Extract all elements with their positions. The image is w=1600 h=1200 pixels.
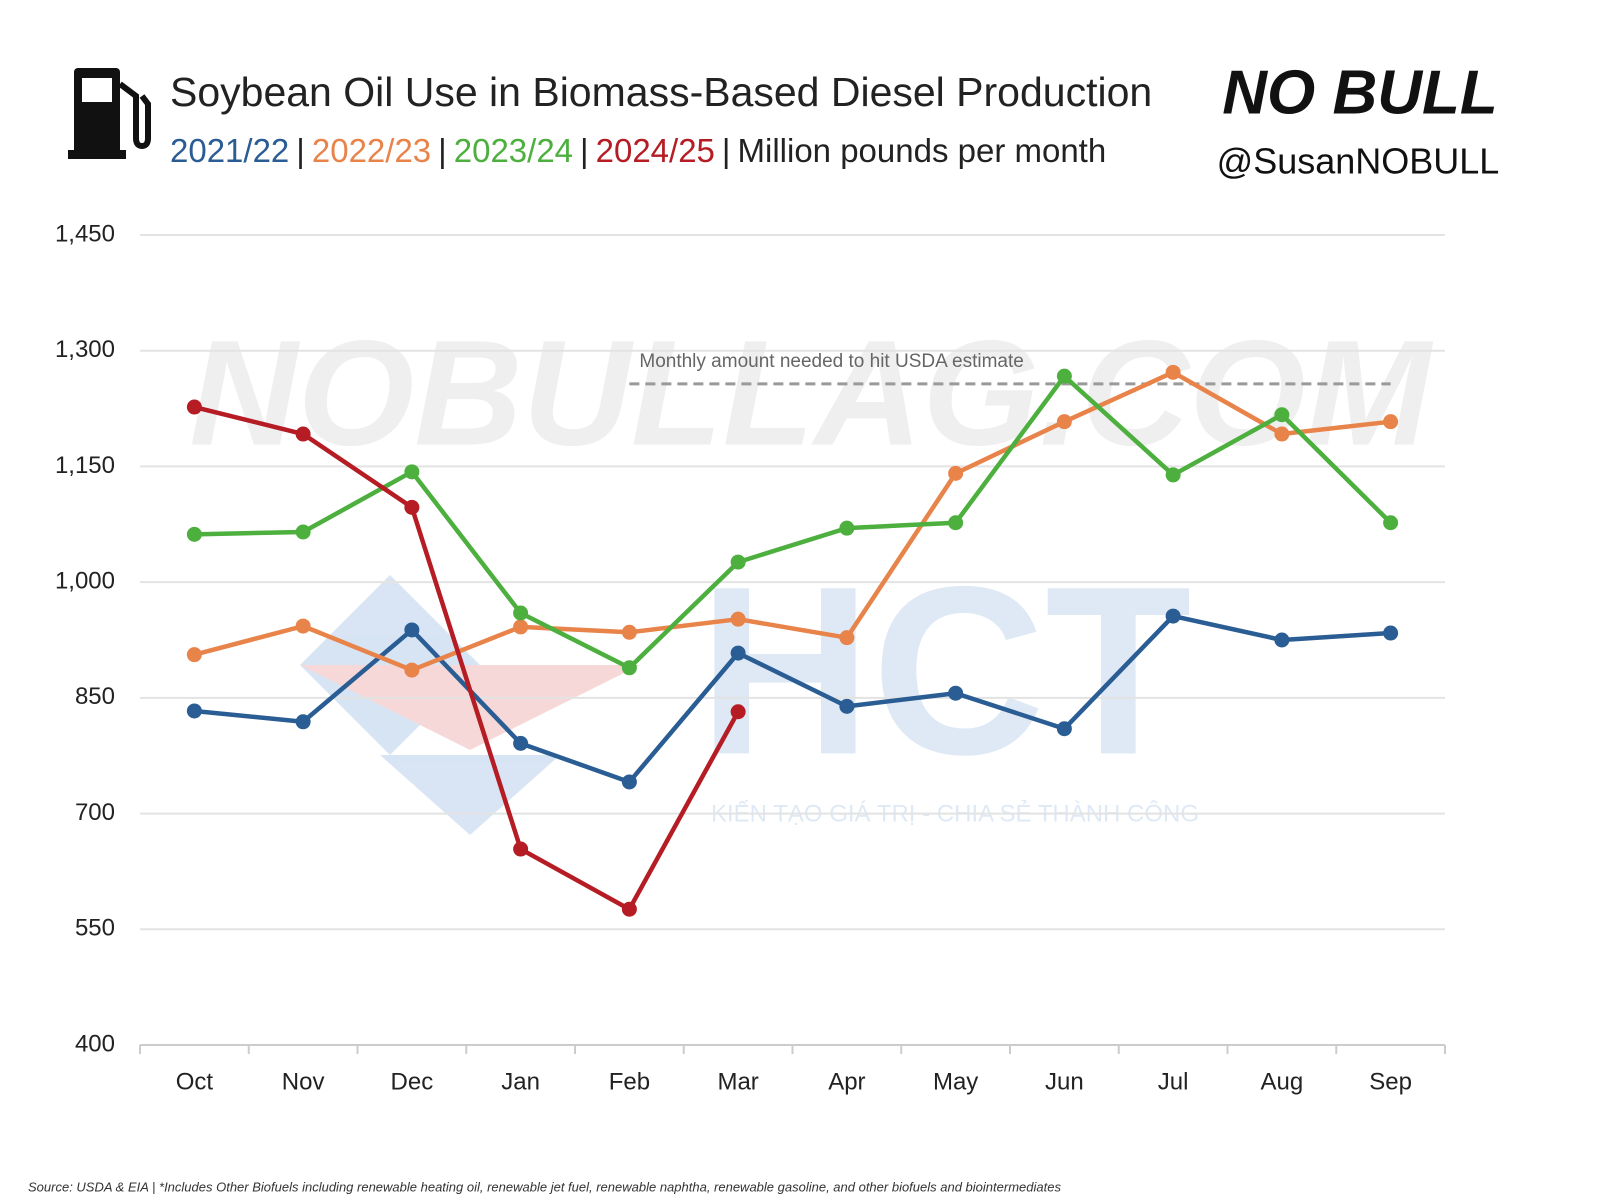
x-tick-label: Dec [391,1068,434,1095]
data-point [1165,608,1181,624]
y-tick-label: 850 [75,683,115,710]
logo: NO BULL [1222,58,1498,127]
data-point [730,554,746,570]
x-tick-label: Aug [1261,1068,1304,1095]
legend-entry: 2023/24 [454,132,573,169]
data-point [621,660,637,676]
x-tick-label: Jul [1158,1068,1189,1095]
y-tick-label: 550 [75,915,115,942]
y-tick-label: 1,000 [55,567,115,594]
x-tick-label: Oct [176,1068,214,1095]
data-point [621,901,637,917]
data-point [513,735,529,751]
legend-entry: 2024/25 [596,132,715,169]
data-point [513,605,529,621]
reference-label: Monthly amount needed to hit USDA estima… [639,351,1023,372]
x-tick-label: Apr [828,1068,865,1095]
subtitle-text: Million pounds per month [738,132,1107,169]
data-point [1274,632,1290,648]
hct-logo [300,575,640,835]
watermark: NOBULLAG.COM [189,309,1434,477]
x-tick-label: Mar [717,1068,758,1095]
chart-title: Soybean Oil Use in Biomass-Based Diesel … [170,69,1152,115]
subtitle: 2021/22 | 2022/23 | 2023/24 | 2024/25 | Million … [170,132,1106,169]
x-tick-label: Nov [282,1068,325,1095]
data-point [1056,368,1072,384]
data-point [186,399,202,415]
legend-entry: 2022/23 [312,132,431,169]
x-tick-label: Jun [1045,1068,1084,1095]
data-point [1383,515,1399,531]
data-point [1056,721,1072,737]
legend-separator: | [722,132,731,169]
data-point [1056,414,1072,430]
data-point [186,647,202,663]
data-point [1165,467,1181,483]
series-line [193,370,1391,673]
data-point [513,619,529,635]
x-tick-label: May [933,1068,978,1095]
x-tick-label: Sep [1369,1068,1412,1095]
data-point [295,618,311,634]
series-line [194,613,1391,785]
y-tick-label: 400 [75,1030,115,1057]
data-point [404,622,420,638]
y-tick-label: 1,150 [55,452,115,479]
data-point [730,704,746,720]
data-point [839,698,855,714]
data-point [948,465,964,481]
y-tick-label: 700 [75,799,115,826]
data-point [295,714,311,730]
data-point [730,645,746,661]
source-note: Source: USDA & EIA | *Includes Other Bio… [28,1179,1061,1194]
handle: @SusanNOBULL [1217,141,1500,182]
data-point [513,841,529,857]
legend-separator: | [580,132,589,169]
data-point [839,520,855,536]
y-tick-label: 1,300 [55,336,115,363]
watermark: HCT [698,536,1191,804]
legend-separator: | [438,132,447,169]
data-point [948,685,964,701]
data-point [295,426,311,442]
data-point [1383,625,1399,641]
data-point [404,662,420,678]
y-tick-label: 1,450 [55,220,115,247]
series-line [194,373,1393,671]
data-point [1274,407,1290,423]
fuel-icon [68,68,151,159]
data-point [839,630,855,646]
data-point [1165,364,1181,380]
data-point [730,611,746,627]
x-tick-label: Jan [501,1068,540,1095]
data-point [948,515,964,531]
x-tick-label: Feb [609,1068,650,1095]
data-point [404,464,420,480]
legend-separator: | [296,132,305,169]
data-point [1383,414,1399,430]
data-point [186,526,202,542]
data-point [295,524,311,540]
data-point [186,703,202,719]
data-point [404,499,420,515]
legend-entry: 2021/22 [170,132,289,169]
data-point [1274,426,1290,442]
data-point [621,774,637,790]
data-point [621,624,637,640]
series-line [193,404,741,912]
